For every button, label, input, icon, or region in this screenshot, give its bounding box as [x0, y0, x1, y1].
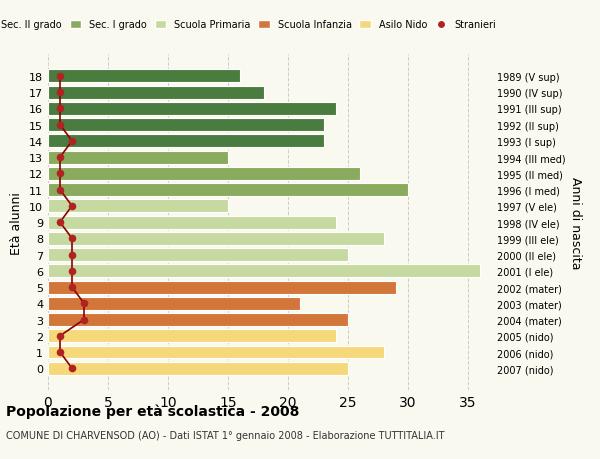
Text: COMUNE DI CHARVENSOD (AO) - Dati ISTAT 1° gennaio 2008 - Elaborazione TUTTITALIA: COMUNE DI CHARVENSOD (AO) - Dati ISTAT 1…: [6, 431, 445, 440]
Point: [55, 90, 65, 97]
Point: [55, 122, 65, 129]
Bar: [48, 184, 408, 197]
Point: [55, 154, 65, 162]
Point: [67, 252, 77, 259]
Point: [55, 348, 65, 356]
Y-axis label: Età alunni: Età alunni: [10, 191, 23, 254]
Bar: [48, 362, 348, 375]
Bar: [48, 216, 336, 229]
Bar: [48, 330, 336, 342]
Y-axis label: Anni di nascita: Anni di nascita: [569, 176, 582, 269]
Point: [67, 268, 77, 275]
Point: [55, 186, 65, 194]
Bar: [48, 151, 228, 164]
Point: [67, 235, 77, 242]
Point: [67, 365, 77, 372]
Point: [55, 106, 65, 113]
Bar: [48, 281, 396, 294]
Bar: [48, 248, 348, 262]
Text: Popolazione per età scolastica - 2008: Popolazione per età scolastica - 2008: [6, 404, 299, 419]
Point: [55, 219, 65, 226]
Bar: [48, 70, 240, 83]
Bar: [48, 297, 300, 310]
Bar: [48, 135, 324, 148]
Point: [67, 284, 77, 291]
Bar: [48, 232, 384, 245]
Point: [67, 203, 77, 210]
Bar: [48, 103, 336, 116]
Bar: [48, 265, 480, 278]
Bar: [48, 346, 384, 359]
Point: [55, 170, 65, 178]
Point: [79, 300, 89, 307]
Point: [55, 332, 65, 340]
Point: [67, 138, 77, 146]
Point: [55, 73, 65, 80]
Bar: [48, 119, 324, 132]
Legend: Sec. II grado, Sec. I grado, Scuola Primaria, Scuola Infanzia, Asilo Nido, Stran: Sec. II grado, Sec. I grado, Scuola Prim…: [0, 17, 500, 34]
Point: [79, 316, 89, 324]
Bar: [48, 313, 348, 326]
Bar: [48, 168, 360, 180]
Bar: [48, 200, 228, 213]
Bar: [48, 86, 264, 100]
